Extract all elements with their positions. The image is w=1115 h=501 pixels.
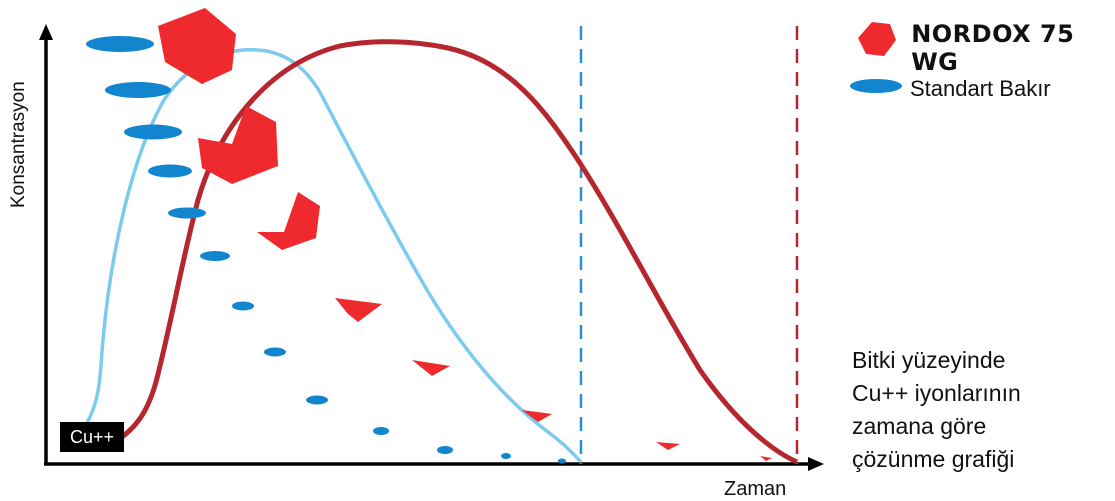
blue-ellipse-icon (373, 427, 389, 435)
legend-label-nordox: NORDOX 75 WG (911, 20, 1075, 76)
legend-item-standard: Standart Bakır (850, 76, 1051, 102)
blue-ellipse-icon (124, 124, 182, 140)
red-polygon-icon (158, 8, 236, 84)
caption-line: Bitki yüzeyinde (852, 347, 1006, 373)
legend-label-standard: Standart Bakır (910, 76, 1051, 101)
series-line-nordox (116, 39, 799, 465)
blue-ellipse-icon (558, 458, 566, 464)
blue-ellipse-icon (86, 36, 154, 52)
series-line-standard (82, 48, 583, 464)
caption-line: Cu++ iyonlarının (852, 380, 1021, 406)
caption-line: çözünme grafiği (852, 446, 1015, 472)
red-polygon-icon (760, 456, 772, 461)
blue-ellipse-icon (200, 251, 230, 261)
red-polygon-icon (198, 106, 278, 184)
red-polygon-icon (257, 192, 320, 250)
x-axis-label: Zaman (724, 478, 787, 500)
y-axis-label: Konsantrasyon (8, 81, 29, 208)
standard-markers (86, 36, 566, 464)
y-axis-arrow-icon (39, 24, 53, 40)
x-axis-arrow-icon (808, 457, 824, 471)
blue-ellipse-icon (501, 453, 511, 459)
red-polygon-icon (335, 298, 382, 322)
chart-caption: Bitki yüzeyinde Cu++ iyonlarının zamana … (852, 344, 1102, 476)
red-polygon-icon (656, 442, 680, 450)
legend-item-nordox: NORDOX 75 WG (856, 20, 1115, 76)
blue-ellipse-icon (232, 301, 254, 311)
red-polygon-icon (522, 410, 552, 422)
legend-standard-icon (850, 79, 902, 93)
cu-ion-badge: Cu++ (60, 422, 125, 452)
blue-ellipse-icon (168, 207, 206, 219)
blue-ellipse-icon (437, 446, 453, 454)
caption-line: zamana göre (852, 413, 987, 439)
blue-ellipse-icon (306, 395, 328, 405)
red-polygon-icon (412, 360, 450, 376)
blue-ellipse-icon (105, 82, 171, 98)
blue-ellipse-icon (148, 164, 192, 178)
nordox-markers (158, 8, 772, 461)
blue-ellipse-icon (264, 347, 286, 357)
legend-nordox-icon (858, 22, 896, 56)
